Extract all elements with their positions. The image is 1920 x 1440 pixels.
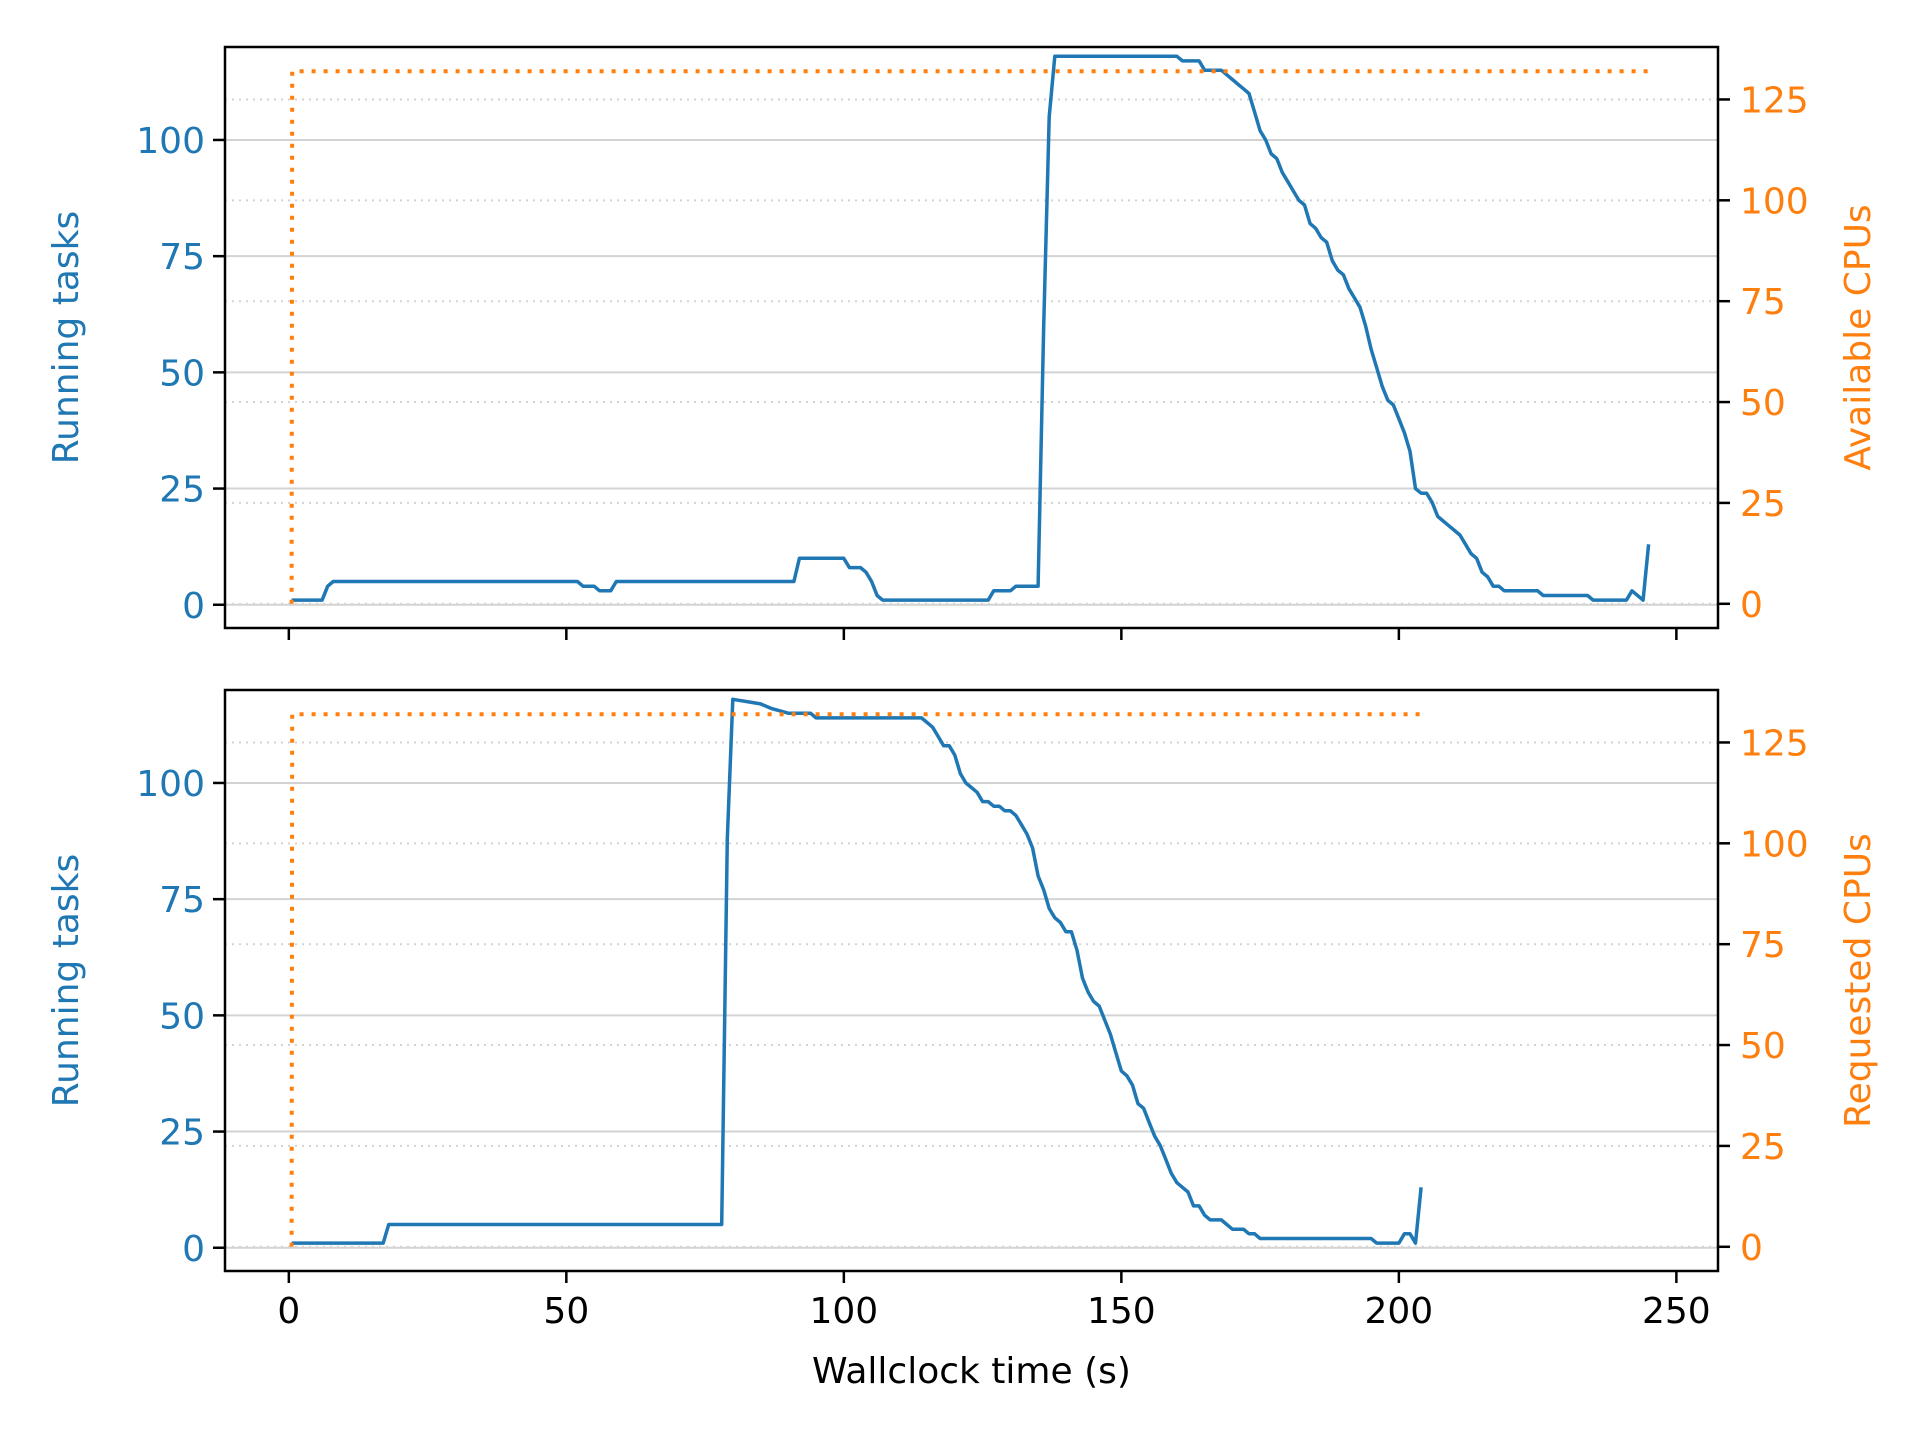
top-right-y-tick-label: 100	[1740, 181, 1809, 222]
bottom-x-tick-label: 0	[277, 1291, 300, 1332]
top-right-axis-title: Available CPUs	[1838, 204, 1879, 470]
top-left-y-tick-label: 75	[159, 237, 205, 278]
top-right-y-tick-label: 50	[1740, 383, 1786, 424]
bottom-left-y-tick-label: 25	[159, 1113, 205, 1154]
bottom-left-y-tick-label: 75	[159, 880, 205, 921]
top-left-y-tick-label: 0	[182, 586, 205, 627]
bottom-x-tick-label: 100	[809, 1291, 878, 1332]
top-left-y-tick-label: 25	[159, 470, 205, 511]
bottom-right-y-tick-label: 125	[1740, 723, 1809, 764]
top-right-y-tick-label: 0	[1740, 585, 1763, 626]
bottom-left-y-tick-label: 100	[136, 764, 205, 805]
top-right-y-tick-label: 25	[1740, 484, 1786, 525]
bottom-x-tick-label: 250	[1642, 1291, 1711, 1332]
bottom-axes-frame	[223, 688, 1720, 1273]
bottom-right-y-tick-label: 100	[1740, 824, 1809, 865]
top-running-tasks-line	[291, 54, 1651, 602]
bottom-x-tick-label: 150	[1087, 1291, 1156, 1332]
bottom-x-tick-label: 200	[1365, 1291, 1434, 1332]
top-right-y-tick-label: 125	[1740, 80, 1809, 121]
bottom-x-axis-title: Wallclock time (s)	[812, 1351, 1131, 1392]
bottom-left-y-tick-label: 0	[182, 1229, 205, 1270]
bottom-right-y-tick-label: 50	[1740, 1026, 1786, 1067]
bottom-right-y-tick-label: 0	[1740, 1228, 1763, 1269]
top-right-y-tick-label: 75	[1740, 282, 1786, 323]
top-axes-frame	[223, 45, 1720, 630]
bottom-right-axis-title: Requested CPUs	[1838, 833, 1879, 1128]
bottom-x-tick-label: 50	[543, 1291, 589, 1332]
top-left-y-tick-label: 50	[159, 353, 205, 394]
bottom-right-y-tick-label: 75	[1740, 925, 1786, 966]
bottom-left-axis-title: Running tasks	[46, 854, 87, 1108]
bottom-left-y-tick-label: 50	[159, 996, 205, 1037]
top-left-axis-title: Running tasks	[46, 211, 87, 465]
bottom-right-y-tick-label: 25	[1740, 1127, 1786, 1168]
bottom-panel: 0 50 100 150 200 250 0 25 50 75 100 0 25 50 75 100 125 Ru…	[46, 688, 1879, 1392]
bottom-running-tasks-line	[291, 697, 1423, 1245]
top-panel: 0 25 50 75 100 0 25 50 75 100 125 Running tasks Avai…	[46, 45, 1879, 640]
top-cpus-line	[289, 69, 1649, 604]
top-left-y-tick-label: 100	[136, 121, 205, 162]
bottom-cpus-line	[289, 712, 1422, 1247]
